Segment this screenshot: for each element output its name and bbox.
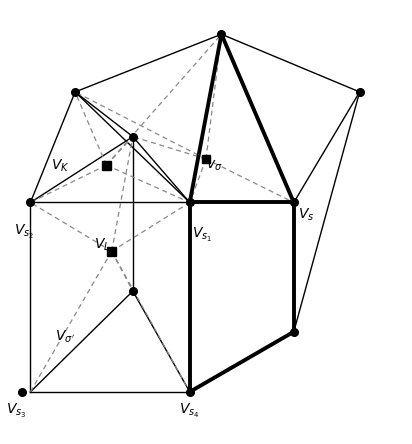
Bar — [201, 155, 211, 163]
Text: $V_{s_3}$: $V_{s_3}$ — [6, 402, 26, 420]
Text: $V_{s_2}$: $V_{s_2}$ — [14, 223, 34, 241]
Bar — [107, 247, 116, 256]
Text: $V_s$: $V_s$ — [298, 206, 314, 223]
Text: $V_{\sigma'}$: $V_{\sigma'}$ — [55, 329, 75, 345]
Text: $V_{s_1}$: $V_{s_1}$ — [192, 226, 212, 244]
Text: $V_{s_4}$: $V_{s_4}$ — [180, 402, 200, 420]
Bar — [102, 161, 111, 170]
Text: $V_K$: $V_K$ — [51, 158, 69, 174]
Text: $v_\sigma$: $v_\sigma$ — [206, 159, 222, 173]
Text: $V_L$: $V_L$ — [94, 236, 110, 253]
